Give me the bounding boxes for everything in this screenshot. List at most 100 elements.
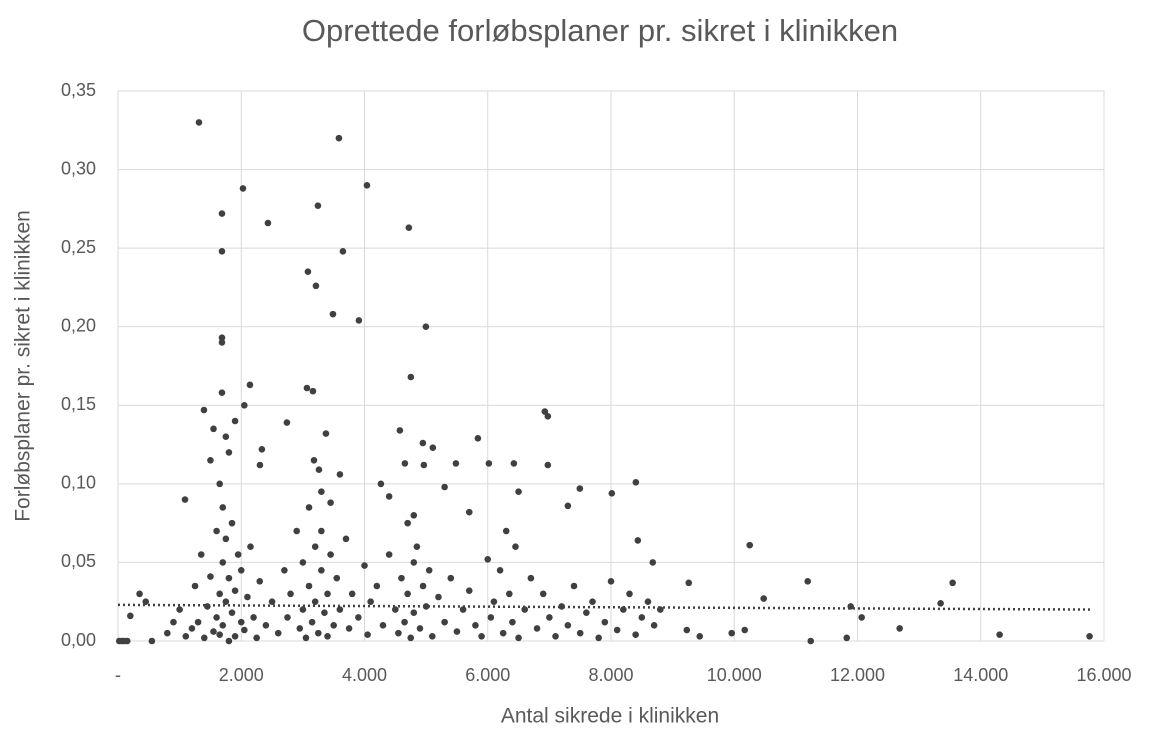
point	[296, 625, 304, 632]
point	[474, 434, 482, 442]
point	[241, 401, 248, 409]
point	[484, 555, 492, 563]
point	[299, 559, 307, 566]
point	[398, 574, 405, 582]
chart-title: Oprettede forløbsplaner pr. sikret i kli…	[302, 13, 898, 48]
point	[487, 614, 495, 621]
point	[589, 598, 596, 606]
point	[239, 185, 247, 192]
point	[330, 621, 337, 629]
point	[410, 609, 418, 617]
point	[416, 625, 424, 632]
point	[425, 566, 433, 574]
point	[324, 590, 331, 598]
point	[312, 282, 320, 290]
y-tick-label: 0,00	[61, 630, 96, 650]
point	[237, 618, 245, 626]
point	[385, 551, 393, 558]
point	[228, 519, 236, 527]
point	[459, 606, 467, 613]
point	[123, 637, 131, 645]
point	[361, 562, 368, 569]
point	[996, 631, 1003, 639]
point	[324, 632, 331, 640]
point	[583, 609, 590, 617]
point	[305, 582, 313, 590]
point	[191, 582, 199, 590]
point	[465, 587, 473, 595]
point	[225, 449, 233, 456]
point	[308, 618, 316, 626]
point	[683, 626, 691, 634]
point	[304, 268, 312, 276]
point	[216, 480, 223, 488]
point	[608, 489, 616, 497]
point	[472, 621, 479, 629]
point	[218, 389, 226, 397]
point	[284, 614, 291, 621]
point	[410, 559, 418, 566]
point	[401, 460, 409, 467]
point	[234, 551, 242, 558]
point	[142, 598, 150, 606]
y-tick-label: 0,10	[61, 473, 96, 493]
point	[218, 210, 226, 217]
point	[311, 598, 319, 606]
point	[420, 461, 428, 469]
point	[533, 625, 541, 632]
point	[949, 579, 956, 587]
point	[231, 587, 239, 595]
point	[318, 488, 325, 496]
point	[355, 614, 362, 621]
point	[728, 629, 736, 637]
point	[336, 471, 344, 478]
point	[274, 629, 282, 637]
point	[136, 590, 143, 598]
point	[241, 626, 248, 634]
point	[207, 456, 214, 464]
point	[225, 574, 233, 582]
point	[407, 373, 415, 381]
point	[650, 621, 658, 629]
point	[283, 419, 291, 426]
point	[244, 593, 251, 601]
point	[515, 488, 522, 496]
point	[321, 609, 328, 617]
point	[305, 504, 313, 511]
y-tick-label: 0,30	[61, 158, 96, 178]
x-axis-title: Antal sikrede i klinikken	[501, 705, 719, 728]
point	[419, 582, 427, 590]
point	[188, 625, 196, 632]
x-tick-label: 14.000	[953, 665, 1008, 685]
point	[465, 508, 473, 516]
point	[363, 181, 371, 189]
point	[506, 590, 513, 598]
point	[314, 202, 322, 210]
point	[318, 527, 325, 535]
point	[253, 634, 260, 642]
point	[237, 566, 245, 574]
point	[210, 628, 217, 635]
point	[741, 626, 749, 634]
point	[373, 582, 381, 590]
point	[207, 573, 214, 580]
point	[314, 629, 322, 637]
point	[510, 460, 518, 467]
point	[367, 598, 374, 606]
point	[200, 406, 208, 414]
x-tick-label: 10.000	[707, 665, 762, 685]
point	[339, 247, 347, 255]
y-tick-label: 0,35	[61, 80, 96, 100]
point	[195, 119, 203, 126]
point	[576, 629, 584, 637]
point	[181, 496, 189, 503]
point	[333, 574, 341, 582]
y-tick-label: 0,05	[61, 551, 96, 571]
point	[395, 629, 402, 637]
point	[595, 634, 602, 642]
point	[219, 621, 227, 629]
point	[219, 504, 227, 511]
point	[247, 543, 254, 551]
x-tick-label: 12.000	[830, 665, 885, 685]
point	[546, 614, 553, 621]
